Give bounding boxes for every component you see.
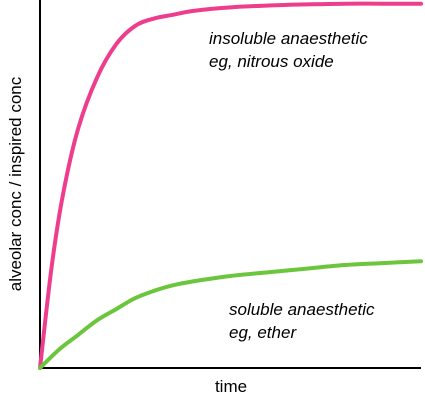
soluble-anaesthetic-label: soluble anaesthetic [229, 300, 375, 319]
x-axis-label: time [215, 377, 247, 396]
nitrous-oxide-example-label: eg, nitrous oxide [209, 52, 334, 71]
ether-example-label: eg, ether [229, 323, 297, 342]
insoluble-anaesthetic-label: insoluble anaesthetic [209, 29, 368, 48]
series-line-soluble-anaesthetic [38, 259, 423, 370]
y-axis-label: alveolar conc / inspired conc [6, 76, 25, 291]
series-line-insoluble-anaesthetic [38, 1, 423, 370]
